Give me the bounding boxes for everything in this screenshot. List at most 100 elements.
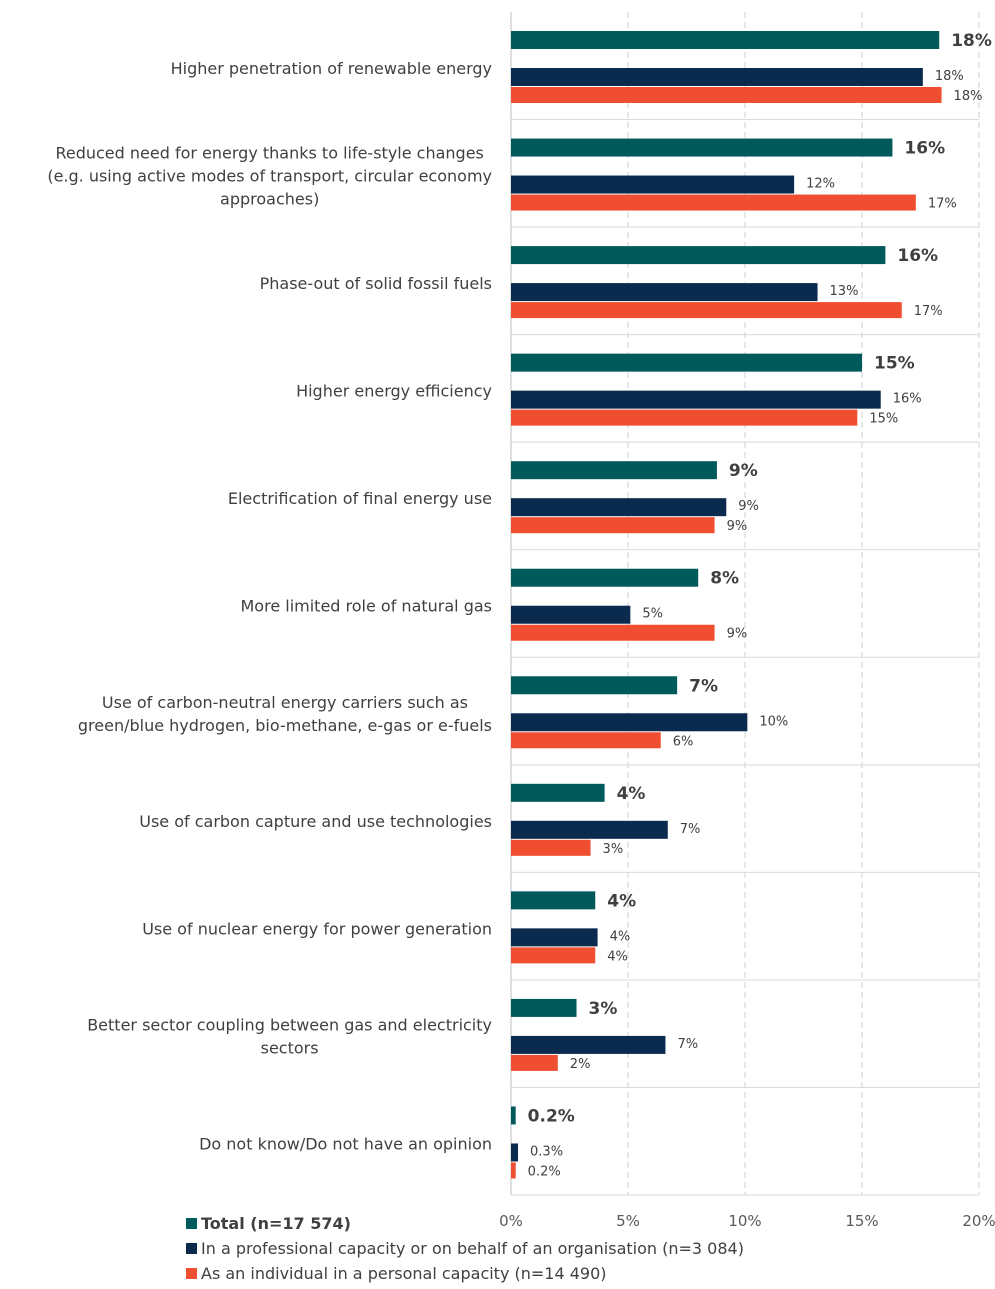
bar-professional-6 <box>511 713 748 732</box>
data-label-total-0: 18% <box>951 31 992 51</box>
data-label-total-5: 8% <box>710 569 739 589</box>
bar-individual-5 <box>511 624 715 641</box>
category-label-10: Do not know/Do not have an opinion <box>199 1134 492 1153</box>
data-label-individual-2: 17% <box>914 304 943 319</box>
bar-total-2 <box>511 246 886 265</box>
bar-individual-10 <box>511 1162 516 1179</box>
category-labels: Higher penetration of renewable energy Re… <box>47 59 492 1153</box>
data-label-total-3: 15% <box>874 354 915 374</box>
bar-total-1 <box>511 138 893 157</box>
legend-label-total: Total (n=17 574) <box>201 1214 351 1233</box>
data-label-total-8: 4% <box>607 891 636 911</box>
category-label-6-line-1: green/blue hydrogen, bio-methane, e-gas … <box>78 716 492 735</box>
bar-individual-7 <box>511 839 591 856</box>
legend-label-individual: As an individual in a personal capacity … <box>201 1264 607 1283</box>
bar-professional-4 <box>511 498 727 517</box>
data-label-professional-5: 5% <box>642 607 663 622</box>
category-label-1-line-1: (e.g. using active modes of transport, c… <box>47 167 492 186</box>
bar-individual-2 <box>511 302 902 319</box>
data-label-total-9: 3% <box>589 999 618 1019</box>
legend-item-professional: In a professional capacity or on behalf … <box>186 1236 744 1261</box>
data-label-professional-6: 10% <box>759 714 788 729</box>
x-tick-label-0: 0% <box>499 1212 523 1230</box>
bar-total-6 <box>511 676 678 695</box>
legend-swatch-total <box>186 1218 197 1229</box>
bar-total-0 <box>511 31 940 49</box>
category-label-5: More limited role of natural gas <box>241 597 493 616</box>
data-label-individual-8: 4% <box>607 949 628 964</box>
bar-professional-5 <box>511 605 631 624</box>
data-label-professional-9: 7% <box>677 1037 698 1052</box>
bar-professional-2 <box>511 283 818 302</box>
bar-professional-9 <box>511 1035 666 1054</box>
data-label-professional-7: 7% <box>680 822 701 837</box>
bar-total-7 <box>511 783 605 802</box>
data-label-professional-10: 0.3% <box>530 1144 563 1159</box>
bar-total-3 <box>511 353 862 372</box>
bar-professional-10 <box>511 1143 519 1162</box>
category-label-8: Use of nuclear energy for power generati… <box>142 919 492 938</box>
legend-swatch-individual <box>186 1268 197 1279</box>
data-labels: 18% 16% 16% 15% 9% 8% 7% 4% 4% 3% 0.2% 18% 12% 13% 16%… <box>528 31 992 1179</box>
data-label-total-2: 16% <box>897 246 938 266</box>
data-label-total-6: 7% <box>689 676 718 696</box>
bar-total-4 <box>511 461 717 480</box>
data-label-individual-4: 9% <box>727 519 748 534</box>
category-label-6-line-0: Use of carbon-neutral energy carriers su… <box>102 693 468 712</box>
legend: Total (n=17 574) In a professional capac… <box>186 1211 744 1286</box>
legend-item-total: Total (n=17 574) <box>186 1211 744 1236</box>
bar-professional-3 <box>511 390 881 409</box>
bar-total-8 <box>511 891 596 910</box>
bar-individual-3 <box>511 409 858 426</box>
bar-professional-7 <box>511 820 668 839</box>
x-axis-ticks: 0% 5% 10% 15% 20% <box>499 1212 995 1230</box>
data-label-total-4: 9% <box>729 461 758 481</box>
legend-item-individual: As an individual in a personal capacity … <box>186 1261 744 1286</box>
bar-individual-1 <box>511 194 916 211</box>
bar-individual-6 <box>511 732 661 749</box>
x-tick-label-4: 20% <box>962 1212 995 1230</box>
bar-total-9 <box>511 998 577 1017</box>
bar-individual-4 <box>511 517 715 534</box>
x-tick-label-1: 5% <box>616 1212 640 1230</box>
data-label-individual-9: 2% <box>570 1057 591 1072</box>
data-label-professional-0: 18% <box>935 69 964 84</box>
data-label-individual-3: 15% <box>869 412 898 427</box>
category-label-4: Electrification of final energy use <box>228 489 492 508</box>
bar-individual-9 <box>511 1054 558 1071</box>
category-label-1-line-2: approaches) <box>220 190 319 209</box>
category-label-7: Use of carbon capture and use technologi… <box>139 812 492 831</box>
bar-individual-0 <box>511 87 942 103</box>
category-separators <box>511 119 979 1196</box>
category-label-9-line-1: sectors <box>261 1038 319 1057</box>
x-tick-label-2: 10% <box>728 1212 761 1230</box>
data-label-individual-6: 6% <box>673 734 694 749</box>
data-label-total-1: 16% <box>904 139 945 159</box>
bar-professional-8 <box>511 928 598 947</box>
category-label-0: Higher penetration of renewable energy <box>171 59 492 78</box>
legend-label-professional: In a professional capacity or on behalf … <box>201 1239 744 1258</box>
bar-professional-1 <box>511 175 795 194</box>
data-label-total-7: 4% <box>617 784 646 804</box>
bar-total-5 <box>511 568 699 587</box>
x-tick-label-3: 15% <box>845 1212 878 1230</box>
category-label-2: Phase-out of solid fossil fuels <box>260 274 492 293</box>
bar-total-10 <box>511 1106 516 1125</box>
bars <box>511 31 942 1179</box>
category-label-1-line-0: Reduced need for energy thanks to life-s… <box>55 144 483 163</box>
data-label-individual-10: 0.2% <box>528 1164 561 1179</box>
bar-professional-0 <box>511 68 923 86</box>
data-label-individual-7: 3% <box>603 842 624 857</box>
data-label-professional-4: 9% <box>738 499 759 514</box>
data-label-professional-2: 13% <box>830 284 859 299</box>
data-label-professional-1: 12% <box>806 177 835 192</box>
data-label-individual-5: 9% <box>727 627 748 642</box>
category-label-3: Higher energy efficiency <box>296 382 492 401</box>
bar-individual-8 <box>511 947 596 964</box>
legend-swatch-professional <box>186 1243 197 1254</box>
data-label-individual-1: 17% <box>928 197 957 212</box>
data-label-professional-8: 4% <box>610 929 631 944</box>
data-label-professional-3: 16% <box>893 392 922 407</box>
data-label-individual-0: 18% <box>954 89 983 104</box>
